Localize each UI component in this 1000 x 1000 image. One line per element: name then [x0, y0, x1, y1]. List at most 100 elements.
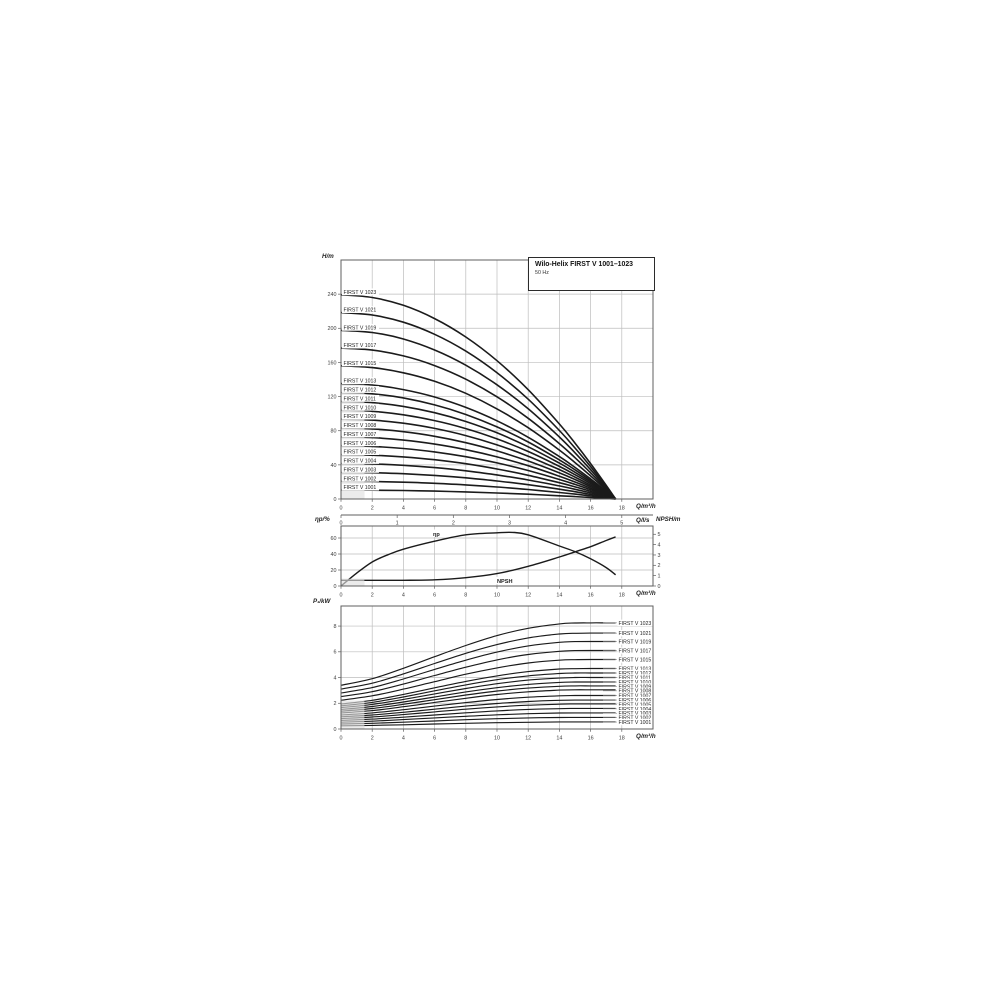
curve-label-bg — [617, 710, 653, 717]
hq-curve-first-v-1019 — [340, 329, 617, 500]
curve-label-bg — [342, 386, 379, 393]
power-label-first-v-1011: FIRST V 1011 — [619, 675, 652, 681]
y-tick-label-mid-left: 0 — [334, 584, 337, 590]
curve-label-first-v-1001: FIRST V 1001 — [344, 485, 377, 491]
power-label-first-v-1007: FIRST V 1007 — [619, 693, 652, 699]
curve-label-first-v-1012: FIRST V 1012 — [344, 388, 377, 394]
x-tick-label-top: 14 — [556, 506, 562, 512]
power-label-first-v-1021: FIRST V 1021 — [619, 631, 652, 637]
power-axis-unit-label: P₁/kW — [313, 598, 331, 605]
npsh-curve-label: NPSH — [497, 579, 513, 585]
x-tick-label-top: 16 — [588, 506, 594, 512]
power-label-first-v-1015: FIRST V 1015 — [619, 657, 652, 663]
curve-label-bg — [342, 306, 379, 313]
x-tick-label-bot: 0 — [340, 736, 343, 742]
power-label-first-v-1012: FIRST V 1012 — [619, 671, 652, 677]
power-curve-first-v-1023 — [340, 622, 616, 686]
curve-label-first-v-1002: FIRST V 1002 — [344, 476, 377, 482]
power-label-first-v-1019: FIRST V 1019 — [619, 639, 652, 645]
curve-label-bg — [342, 457, 379, 464]
curve-label-bg — [617, 683, 653, 690]
chart-title: Wilo-Helix FIRST V 1001–1023 — [535, 261, 633, 268]
y-tick-label-top: 40 — [331, 463, 337, 469]
flow-ls-tick-label: 4 — [564, 521, 567, 527]
y-tick-label-bot: 0 — [334, 727, 337, 733]
curve-label-first-v-1021: FIRST V 1021 — [344, 308, 377, 314]
eta-label-bg — [431, 529, 442, 537]
hq-curve-first-v-1011 — [340, 400, 617, 500]
x-tick-label-bot: 4 — [402, 736, 405, 742]
power-label-first-v-1010: FIRST V 1010 — [619, 680, 652, 686]
y-tick-label-top: 80 — [331, 429, 337, 435]
power-curve-first-v-1015 — [340, 658, 616, 701]
x-tick-label-top: 6 — [433, 506, 436, 512]
flow-ls-tick-label: 5 — [620, 521, 623, 527]
y-tick-label-top: 200 — [328, 326, 337, 332]
efficiency-axis-unit-label: ηp/% — [315, 516, 330, 523]
y-tick-label-top: 160 — [328, 360, 337, 366]
curve-label-first-v-1019: FIRST V 1019 — [344, 325, 377, 331]
curve-label-bg — [617, 678, 653, 686]
hq-curve-first-v-1004 — [340, 462, 616, 500]
y-tick-label-mid-right: 3 — [658, 553, 661, 559]
power-curve-first-v-1010 — [340, 681, 616, 710]
curve-label-bg — [617, 696, 653, 704]
x-tick-label-mid: 0 — [340, 593, 343, 599]
y-tick-label-mid-left: 60 — [331, 536, 337, 542]
y-tick-label-top: 240 — [328, 292, 337, 298]
curve-label-bg — [342, 288, 379, 296]
hq-curve-first-v-1008 — [340, 427, 616, 500]
curve-label-bg — [617, 647, 653, 654]
power-label-first-v-1004: FIRST V 1004 — [619, 707, 652, 713]
hq-curve-first-v-1003 — [340, 471, 616, 500]
npsh-axis-unit-label: NPSH/m — [656, 516, 681, 523]
npsh-label-bg — [495, 577, 518, 584]
curve-label-bg — [617, 701, 653, 708]
power-curve-first-v-1008 — [340, 689, 616, 714]
curve-label-first-v-1013: FIRST V 1013 — [344, 379, 377, 385]
hq-curve-first-v-1006 — [340, 444, 616, 500]
power-label-first-v-1013: FIRST V 1013 — [619, 666, 652, 672]
curve-label-bg — [617, 638, 653, 645]
curve-label-first-v-1017: FIRST V 1017 — [344, 343, 377, 349]
power-curve-first-v-1006 — [340, 699, 616, 718]
curve-label-bg — [617, 669, 653, 677]
y-tick-label-mid-right: 4 — [658, 543, 661, 549]
power-curve-first-v-1017 — [340, 649, 616, 698]
hq-curve-first-v-1002 — [340, 480, 616, 500]
power-label-first-v-1023: FIRST V 1023 — [619, 621, 652, 627]
curve-label-bg — [342, 412, 379, 420]
curve-label-first-v-1003: FIRST V 1003 — [344, 467, 377, 473]
y-tick-label-bot: 6 — [334, 650, 337, 656]
curve-label-bg — [617, 619, 653, 627]
curve-label-bg — [617, 656, 653, 663]
curve-label-bg — [617, 714, 653, 721]
power-label-first-v-1008: FIRST V 1008 — [619, 689, 652, 695]
power-label-first-v-1005: FIRST V 1005 — [619, 702, 652, 708]
hq-curve-first-v-1023 — [340, 294, 617, 500]
curve-label-bg — [342, 439, 379, 447]
curve-label-bg — [617, 674, 653, 681]
y-tick-label-mid-right: 2 — [658, 563, 661, 569]
x-tick-label-bot: 12 — [525, 736, 531, 742]
power-curve-first-v-1001 — [340, 721, 616, 727]
y-tick-label-mid-right: 1 — [658, 574, 661, 580]
power-label-first-v-1017: FIRST V 1017 — [619, 648, 652, 654]
curve-label-first-v-1007: FIRST V 1007 — [344, 432, 377, 438]
curve-label-bg — [617, 665, 653, 672]
x-tick-label-mid: 16 — [588, 593, 594, 599]
curve-label-bg — [342, 474, 379, 482]
x-tick-label-bot: 18 — [619, 736, 625, 742]
title-box: Wilo-Helix FIRST V 1001–1023 50 Hz — [528, 257, 655, 291]
curve-label-first-v-1008: FIRST V 1008 — [344, 423, 377, 429]
npsh-curve — [340, 536, 616, 582]
flow-axis-unit-label-top: Q/m³/h — [636, 503, 656, 510]
curve-label-bg — [342, 359, 379, 367]
hq-curve-first-v-1007 — [340, 436, 616, 500]
x-tick-label-bot: 2 — [371, 736, 374, 742]
hq-curve-first-v-1005 — [340, 453, 616, 500]
eta-curve — [340, 531, 617, 587]
power-curve-first-v-1007 — [340, 694, 616, 716]
